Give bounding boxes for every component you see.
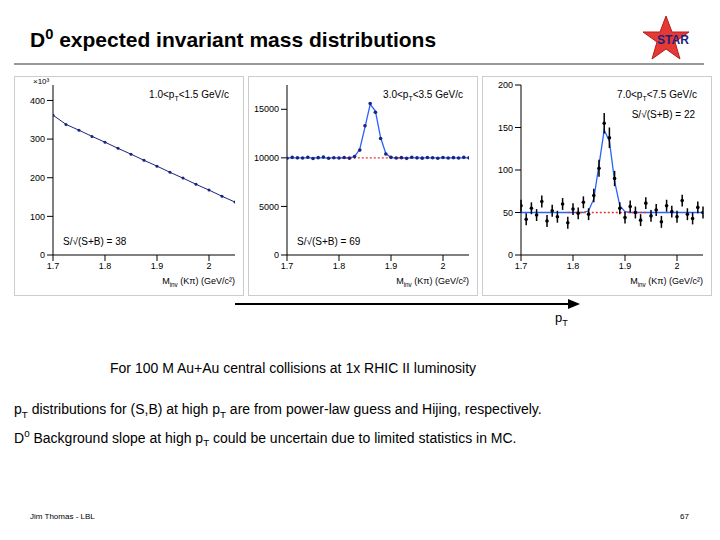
svg-text:200: 200	[498, 80, 513, 90]
svg-text:1.9: 1.9	[151, 261, 164, 271]
svg-text:1.9: 1.9	[619, 261, 632, 271]
svg-text:2: 2	[440, 261, 445, 271]
html-text:67: 67	[680, 512, 689, 521]
svg-text:2: 2	[674, 261, 679, 271]
svg-text:1.9: 1.9	[385, 261, 398, 271]
html-text:7.0< pT<7.5 GeV/c: 7.0< pT<7.5 GeV/c	[617, 89, 697, 102]
svg-text:1.7: 1.7	[515, 261, 528, 271]
svg-text:2: 2	[206, 261, 211, 271]
svg-text:5000: 5000	[259, 202, 279, 212]
svg-text:150: 150	[498, 123, 513, 133]
html-text:Jim Thomas - LBL: Jim Thomas - LBL	[30, 512, 95, 521]
html-text:D0Background slope at high pTc: D0Background slope at high pTcould be un…	[14, 427, 517, 449]
svg-text:1.7: 1.7	[281, 261, 294, 271]
html-text:Minv(Kπ) (GeV/c²): Minv(Kπ) (GeV/c²)	[630, 276, 703, 288]
svg-text:0: 0	[40, 250, 45, 260]
html-text:Minv(Kπ) (GeV/c²): Minv(Kπ) (GeV/c²)	[162, 276, 235, 288]
svg-text:200: 200	[30, 173, 45, 183]
svg-text:100: 100	[30, 212, 45, 222]
html-text:Minv(Kπ) (GeV/c²): Minv(Kπ) (GeV/c²)	[396, 276, 469, 288]
svg-text:0: 0	[274, 250, 279, 260]
html-text:3.0< pT<3.5 GeV/c: 3.0< pT<3.5 GeV/c	[383, 89, 463, 102]
html-text:×10³: ×10³	[33, 77, 50, 86]
html-text:D0expected invariant mass dist: D0expected invariant mass distributions	[30, 26, 437, 51]
svg-text:300: 300	[30, 134, 45, 144]
html-text:S/√(S+B) = 69: S/√(S+B) = 69	[297, 236, 361, 247]
svg-text:1.7: 1.7	[47, 261, 60, 271]
html-text:pT: pT	[555, 310, 568, 328]
svg-text:15000: 15000	[254, 104, 279, 114]
html-text:pTdistributions for (S,B) at h: pTdistributions for (S,B) at high pTare …	[14, 401, 542, 420]
html-text:S/√(S+B) = 22: S/√(S+B) = 22	[631, 109, 695, 120]
svg-text:1.8: 1.8	[333, 261, 346, 271]
svg-text:100: 100	[498, 165, 513, 175]
html-text:For 100 M Au+Au central collis: For 100 M Au+Au central collisions at 1x…	[110, 360, 477, 376]
html-text:S/√(S+B) = 38: S/√(S+B) = 38	[63, 236, 127, 247]
html-text:1.0< pT<1.5 GeV/c: 1.0< pT<1.5 GeV/c	[149, 89, 229, 102]
svg-text:400: 400	[30, 96, 45, 106]
svg-text:0: 0	[508, 250, 513, 260]
svg-text:1.8: 1.8	[99, 261, 112, 271]
svg-text:1.8: 1.8	[567, 261, 580, 271]
svg-text:STAR: STAR	[657, 33, 689, 47]
svg-text:10000: 10000	[254, 153, 279, 163]
svg-text:50: 50	[503, 208, 513, 218]
